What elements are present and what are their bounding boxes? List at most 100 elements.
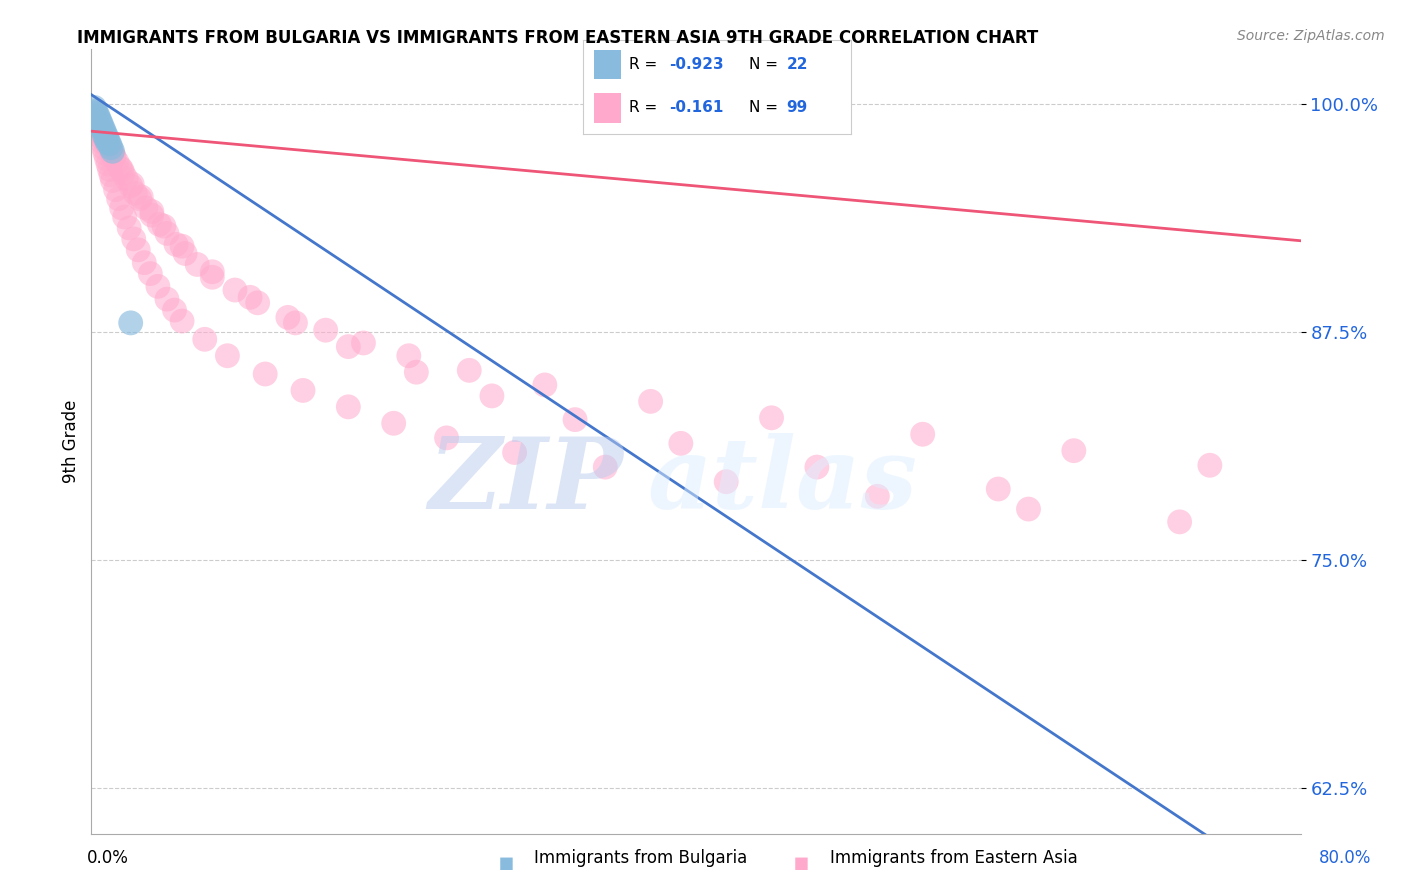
Point [108,161,131,175]
Point [186,257,208,271]
Text: ▪: ▪ [793,852,810,875]
Point [564,412,586,426]
Point [89,126,111,140]
Point [405,365,427,379]
Text: Immigrants from Eastern Asia: Immigrants from Eastern Asia [830,849,1077,867]
Point [93,128,115,142]
Point [111,162,132,177]
Point [337,340,360,354]
Point [96,129,118,144]
Point [96,136,118,151]
Point [141,204,163,219]
Text: 80.0%: 80.0% [1319,849,1371,867]
Point [83,106,105,120]
Point [115,171,138,186]
Point [94,146,117,161]
Point [752,881,775,892]
Point [96,135,118,149]
Text: Source: ZipAtlas.com: Source: ZipAtlas.com [1237,29,1385,43]
Point [97,157,120,171]
Point [669,436,692,450]
Point [107,192,129,206]
Point [284,316,307,330]
Point [86,119,108,133]
Text: ZIP: ZIP [429,433,623,529]
Point [481,389,503,403]
Point [1063,443,1085,458]
Point [595,460,617,475]
Point [1018,502,1040,516]
Point [118,221,141,235]
Point [98,136,121,151]
Point [122,232,145,246]
Point [121,177,143,191]
Text: R =: R = [628,57,662,72]
Point [163,303,186,318]
Point [139,267,162,281]
Point [114,210,136,224]
Point [141,208,163,222]
Point [98,143,121,157]
Point [806,460,828,475]
Point [93,129,115,144]
Point [352,335,374,350]
Point [156,227,179,241]
Point [194,332,217,346]
Point [94,126,117,140]
Point [458,363,481,377]
Point [120,316,142,330]
Point [382,417,405,431]
Point [146,279,169,293]
Point [84,106,107,120]
Point [277,310,299,325]
Point [87,117,110,131]
Point [89,120,111,135]
Point [93,141,115,155]
Point [94,133,117,147]
Text: Immigrants from Bulgaria: Immigrants from Bulgaria [534,849,748,867]
Point [87,112,110,126]
Point [503,445,526,459]
Text: N =: N = [749,57,783,72]
Point [89,115,111,129]
Point [83,115,105,129]
Point [1168,515,1191,529]
Point [217,349,239,363]
Point [201,265,224,279]
Point [105,155,128,169]
Point [101,145,124,159]
Bar [595,93,621,122]
Point [87,124,110,138]
Point [89,115,111,129]
Point [436,431,458,445]
Point [100,141,122,155]
Point [292,384,315,398]
Text: -0.923: -0.923 [669,57,724,72]
Point [86,108,108,122]
Point [84,112,107,126]
Point [87,113,110,128]
Point [93,122,115,136]
Point [86,113,108,128]
Point [866,489,889,503]
Point [761,410,783,425]
Point [89,129,111,144]
Point [534,378,557,392]
Point [153,219,176,234]
Point [84,104,107,119]
Text: -0.161: -0.161 [669,100,723,115]
Point [90,124,112,138]
Point [172,239,194,253]
Text: R =: R = [628,100,662,115]
Point [100,168,122,182]
Point [101,173,124,187]
Point [104,183,127,197]
Text: N =: N = [749,100,783,115]
Point [254,367,277,381]
Text: 0.0%: 0.0% [87,849,129,867]
Point [172,314,194,328]
Point [135,201,157,215]
Point [120,178,142,193]
Point [239,290,262,304]
Point [94,131,117,145]
